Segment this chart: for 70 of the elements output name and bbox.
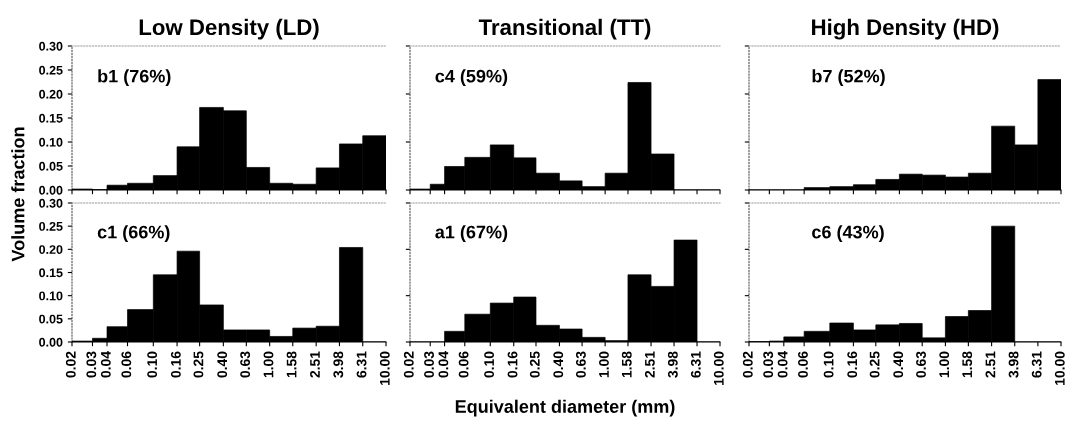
x-tick-label: 1.00 [599,351,609,378]
y-tick-label: 0.15 [39,268,63,278]
x-tick-label: 2.51 [310,351,320,378]
x-tick-label: 2.51 [985,351,996,378]
x-tick-label: 1.00 [939,351,950,378]
y-tick-label: 0.00 [39,185,63,195]
x-tick-label: 1.58 [962,351,973,378]
x-tick-label: 0.16 [507,351,518,378]
x-axis-title: Equivalent diameter (mm) [455,399,675,417]
x-tick-label: 0.10 [484,351,495,378]
x-tick-label: 0.40 [217,351,228,378]
x-tick-label: 0.40 [553,351,564,378]
x-tick-label: 0.02 [65,351,76,378]
x-tick-label: 3.98 [667,351,678,378]
y-tick-label: 0.05 [39,314,63,324]
annotation: a1 (67%) [435,225,508,242]
chart-title: Low Density (LD) [139,18,319,40]
x-tick-label: 10.00 [379,351,390,385]
x-tick-label: 0.04 [777,351,788,378]
x-tick-label: 1.58 [286,351,297,378]
x-tick-label: 0.03 [86,351,97,378]
x-tick-label: 0.25 [193,351,204,378]
x-tick-label: 3.98 [1008,351,1019,378]
chart-title: Transitional (TT) [478,18,651,40]
x-tick-label: 0.10 [147,351,158,378]
x-tick-label: 0.10 [823,351,834,378]
y-tick-label: 0.05 [39,161,63,171]
x-tick-label: 0.06 [798,351,808,378]
x-tick-label: 0.63 [240,351,251,378]
y-axis-title: Volume fraction [11,127,25,262]
x-tick-label: 10.00 [1054,351,1065,385]
x-tick-label: 0.16 [170,351,181,378]
x-tick-label: 6.31 [1031,351,1042,378]
x-tick-label: 0.02 [403,351,414,378]
x-tick-label: 0.02 [742,351,753,378]
x-tick-label: 0.04 [438,351,449,378]
x-tick-label: 0.06 [121,351,132,378]
x-tick-label: 0.04 [100,351,111,378]
y-tick-label: 0.00 [39,337,63,347]
x-tick-label: 0.40 [893,351,904,378]
annotation: c4 (59%) [435,69,508,87]
y-tick-label: 0.20 [39,245,63,254]
y-tick-label: 0.10 [39,291,63,301]
y-tick-label: 0.10 [39,137,63,147]
x-tick-label: 0.16 [847,351,858,378]
y-tick-label: 0.30 [39,41,63,51]
x-tick-label: 3.98 [333,351,344,378]
x-tick-label: 0.03 [424,351,434,378]
annotation: b1 (76%) [98,69,171,87]
chart-title: High Density (HD) [812,18,999,40]
y-tick-label: 0.25 [39,65,63,75]
x-tick-label: 2.51 [644,351,655,378]
x-tick-label: 6.31 [690,351,701,378]
x-tick-label: 0.03 [763,351,774,378]
x-tick-label: 0.63 [916,351,926,378]
x-tick-label: 0.63 [575,351,586,378]
x-tick-label: 0.25 [869,351,880,378]
x-tick-label: 0.06 [458,351,469,378]
x-tick-label: 6.31 [356,351,367,378]
x-tick-label: 1.58 [621,351,632,378]
x-tick-label: 10.00 [713,351,724,385]
y-tick-label: 0.15 [39,113,63,123]
annotation: c6 (43%) [812,225,884,242]
y-tick-label: 0.30 [39,198,63,208]
y-tick-label: 0.25 [39,221,63,231]
x-tick-label: 1.00 [263,351,274,378]
annotation: c1 (66%) [97,225,170,242]
y-tick-label: 0.20 [39,89,63,99]
annotation: b7 (52%) [812,69,885,87]
x-tick-label: 0.25 [529,351,540,378]
